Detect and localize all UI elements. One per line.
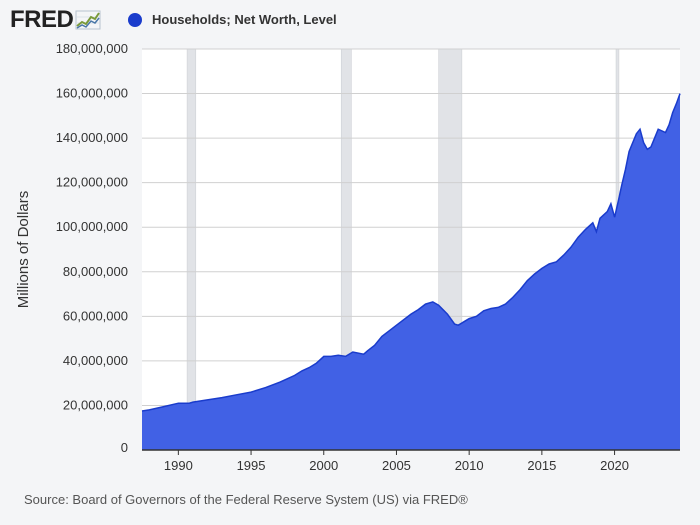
y-axis-title: Millions of Dollars [15,191,32,309]
fred-logo[interactable]: FRED [10,6,101,34]
x-tick-label: 2020 [600,458,629,473]
fred-logo-text: FRED [10,6,74,33]
chart-header: FRED Households; Net Worth, Level [0,0,700,40]
y-tick-label: 0 [121,440,128,455]
source-note: Source: Board of Governors of the Federa… [24,492,468,507]
recession-band [186,48,197,451]
series-area[interactable] [142,93,680,450]
y-tick-label: 100,000,000 [56,219,128,234]
legend-series-marker [128,12,142,27]
chart-legend: Households; Net Worth, Level [128,12,337,27]
x-tick-label: 2015 [527,458,556,473]
x-tick-label: 1990 [164,458,193,473]
x-tick-label: 2000 [309,458,338,473]
fred-sparkline-icon [75,10,101,30]
y-tick-label: 40,000,000 [63,353,128,368]
y-tick-label: 160,000,000 [56,86,128,101]
y-tick-label: 140,000,000 [56,130,128,145]
y-tick-label: 20,000,000 [63,397,128,412]
series-line[interactable] [141,93,681,412]
y-tick-label: 60,000,000 [63,308,128,323]
x-tick-label: 2005 [382,458,411,473]
legend-series-label[interactable]: Households; Net Worth, Level [152,12,337,27]
x-tick-label: 2010 [455,458,484,473]
x-tick-label: 1995 [237,458,266,473]
y-tick-label: 80,000,000 [63,264,128,279]
y-tick-label: 180,000,000 [56,41,128,56]
y-tick-label: 120,000,000 [56,175,128,190]
